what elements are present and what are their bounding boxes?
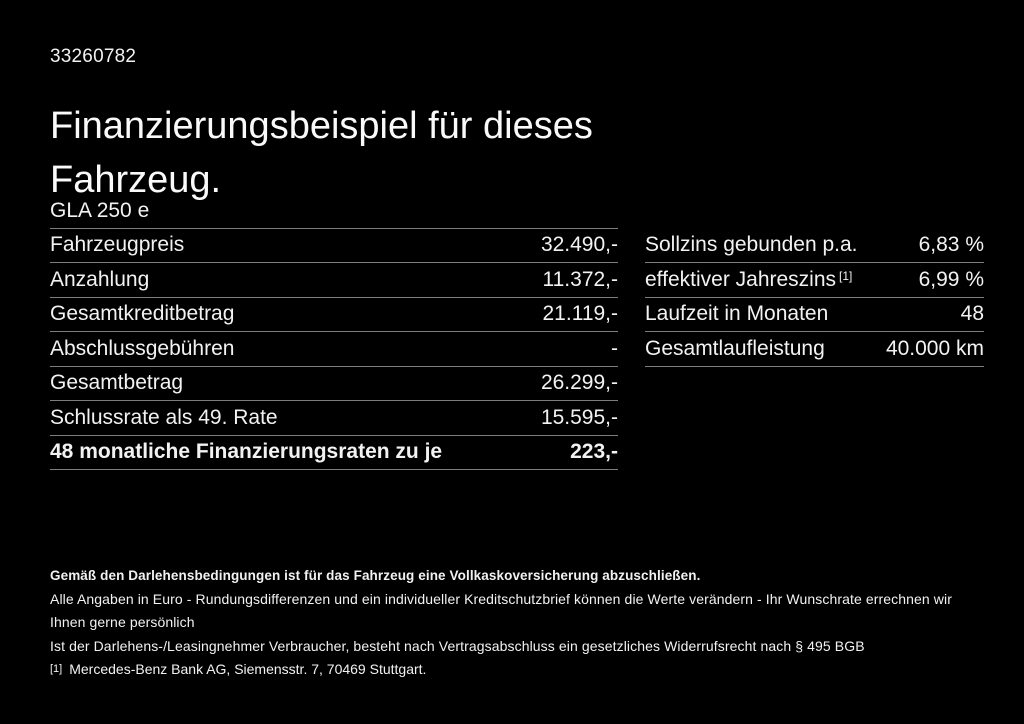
table-row: Laufzeit in Monaten 48 [645,298,984,332]
row-value: 21.119,- [542,302,619,326]
row-value: 223,- [570,440,618,464]
footer-notes: Gemäß den Darlehensbedingungen ist für d… [50,564,980,682]
tables-area: GLA 250 e Fahrzeugpreis 32.490,- Anzahlu… [50,194,984,470]
footnote: [1] Mercedes-Benz Bank AG, Siemensstr. 7,… [50,658,980,682]
table-row: Schlussrate als 49. Rate 15.595,- [50,401,618,436]
insurance-requirement-note: Gemäß den Darlehensbedingungen ist für d… [50,568,701,583]
row-value: 32.490,- [540,233,618,257]
row-value: 6,99 % [918,267,984,291]
row-value: 40.000 km [885,336,984,360]
finance-table: GLA 250 e Fahrzeugpreis 32.490,- Anzahlu… [50,194,618,470]
disclaimer-line-2: Ist der Darlehens-/Leasingnehmer Verbrau… [50,637,865,654]
row-value: 6,83 % [918,233,984,257]
row-value: - [611,336,618,360]
page-title: Finanzierungsbeispiel für dieses Fahrzeu… [50,105,593,202]
conditions-table: Sollzins gebunden p.a. 6,83 % effektiver… [645,229,984,367]
table-row: Sollzins gebunden p.a. 6,83 % [645,229,984,263]
table-row: Abschlussgebühren - [50,332,618,367]
row-label: Gesamtlaufleistung [645,336,825,360]
table-row: effektiver Jahreszins [1] 6,99 % [645,263,984,298]
row-label: Schlussrate als 49. Rate [50,405,278,429]
row-label: Anzahlung [50,267,150,291]
row-label: Gesamtbetrag [50,371,184,395]
row-value: 48 [960,302,984,326]
row-label: Abschlussgebühren [50,336,235,360]
table-row: Gesamtkreditbetrag 21.119,- [50,298,619,332]
row-value: 11.372,- [542,267,619,291]
row-label: Fahrzeugpreis [50,233,185,257]
footnote-marker: [1] [50,663,63,675]
document-id: 33260782 [50,46,137,67]
table-row-monthly-rate: 48 monatliche Finanzierungsraten zu je 2… [50,436,618,470]
table-row: Gesamtbetrag 26.299,- [50,367,618,401]
vehicle-model-label: GLA 250 e [50,198,150,222]
row-label-text: effektiver Jahreszins [645,267,837,291]
row-label: 48 monatliche Finanzierungsraten zu je [50,440,443,464]
table-row: Anzahlung 11.372,- [50,263,618,298]
disclaimer-line-1: Alle Angaben in Euro - Rundungsdifferenz… [50,590,952,631]
row-label: effektiver Jahreszins [1] [645,268,852,292]
footnote-marker-sup: [1] [839,268,853,283]
row-label: Laufzeit in Monaten [645,302,829,326]
row-value: 26.299,- [540,371,618,395]
table-row: Fahrzeugpreis 32.490,- [50,229,618,263]
row-label: Gesamtkreditbetrag [50,302,235,326]
row-value: 15.595,- [540,405,618,429]
vehicle-model: GLA 250 e [50,194,618,229]
footnote-text: Mercedes-Benz Bank AG, Siemensstr. 7, 70… [69,661,427,677]
row-label: Sollzins gebunden p.a. [645,233,858,257]
table-row: Gesamtlaufleistung 40.000 km [645,332,984,367]
